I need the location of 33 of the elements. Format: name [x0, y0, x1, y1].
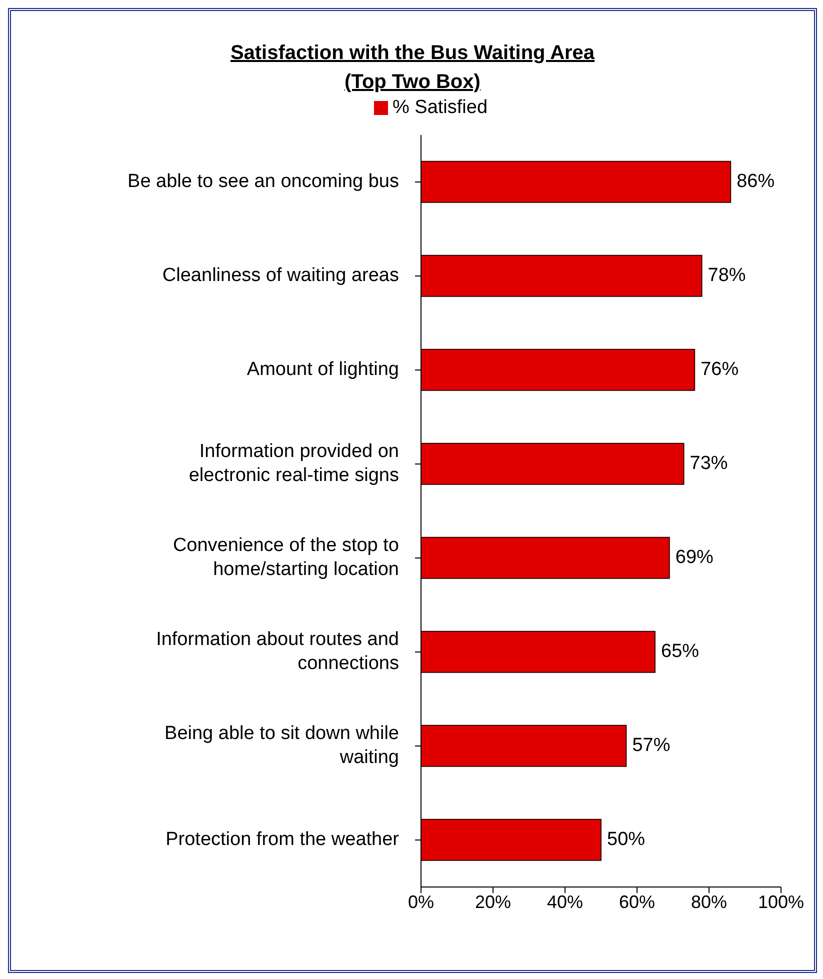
bar	[421, 724, 627, 767]
data-label: 78%	[708, 264, 746, 286]
chart-title: Satisfaction with the Bus Waiting Area	[229, 41, 596, 66]
data-label: 50%	[607, 828, 646, 850]
bar	[421, 818, 602, 861]
x-tick-label: 0%	[408, 892, 434, 912]
data-label: 76%	[700, 358, 739, 380]
x-tick-label: 60%	[618, 892, 656, 912]
y-tick-label: Protection from the weather	[166, 829, 400, 850]
y-tick-label: Cleanliness of waiting areas	[162, 265, 399, 286]
bar	[421, 160, 732, 203]
x-tick-label: 80%	[690, 892, 728, 912]
bar	[421, 442, 684, 485]
y-tick-label: Information about routes and connections	[156, 629, 399, 674]
y-tick-label: Be able to see an oncoming bus	[128, 171, 399, 192]
bar	[421, 536, 670, 579]
x-tick-label: 20%	[474, 892, 512, 912]
y-tick-label: Being able to sit down while waiting	[164, 723, 399, 768]
data-label: 65%	[661, 640, 700, 662]
x-tick-label: 40%	[546, 892, 584, 912]
y-tick-label: Information provided on electronic real-time signs	[188, 441, 399, 486]
legend-label: % Satisfied	[392, 97, 488, 118]
data-label: 86%	[736, 170, 775, 192]
y-tick-label: Amount of lighting	[246, 359, 399, 380]
data-label: 73%	[690, 452, 728, 474]
bar	[421, 348, 696, 391]
bar	[421, 254, 702, 297]
data-label: 69%	[675, 546, 714, 568]
data-label: 57%	[632, 734, 670, 756]
y-tick-label: Convenience of the stop to home/starting location	[172, 535, 399, 580]
x-tick-label: 100%	[758, 892, 804, 912]
chart-subtitle: (Top Two Box)	[344, 70, 482, 95]
bar	[421, 630, 656, 673]
